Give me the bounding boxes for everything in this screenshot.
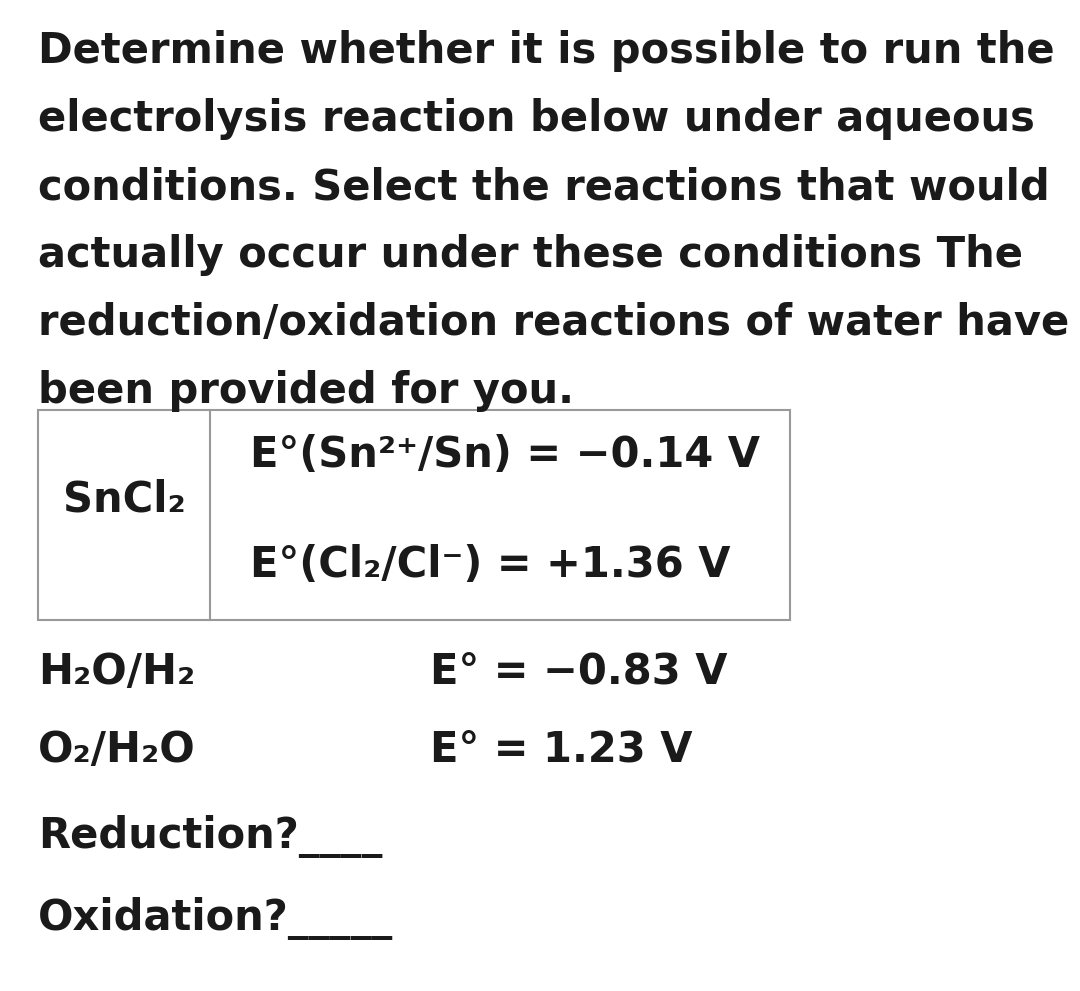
Text: O₂/H₂O: O₂/H₂O bbox=[38, 729, 195, 771]
Text: Determine whether it is possible to run the: Determine whether it is possible to run … bbox=[38, 30, 1055, 72]
Text: H₂O/H₂: H₂O/H₂ bbox=[38, 651, 195, 693]
Text: Reduction?____: Reduction?____ bbox=[38, 815, 382, 857]
Text: Oxidation?_____: Oxidation?_____ bbox=[38, 897, 393, 939]
Text: actually occur under these conditions The: actually occur under these conditions Th… bbox=[38, 234, 1023, 276]
Text: electrolysis reaction below under aqueous: electrolysis reaction below under aqueou… bbox=[38, 98, 1035, 140]
Text: SnCl₂: SnCl₂ bbox=[63, 479, 186, 521]
Text: E°(Cl₂/Cl⁻) = +1.36 V: E°(Cl₂/Cl⁻) = +1.36 V bbox=[249, 544, 730, 586]
Bar bbox=[38, 410, 789, 620]
Text: E° = 1.23 V: E° = 1.23 V bbox=[430, 729, 692, 771]
Text: conditions. Select the reactions that would: conditions. Select the reactions that wo… bbox=[38, 166, 1050, 208]
Text: been provided for you.: been provided for you. bbox=[38, 370, 573, 412]
Text: reduction/oxidation reactions of water have: reduction/oxidation reactions of water h… bbox=[38, 302, 1069, 344]
Text: E° = −0.83 V: E° = −0.83 V bbox=[430, 651, 728, 693]
Text: E°(Sn²⁺/Sn) = −0.14 V: E°(Sn²⁺/Sn) = −0.14 V bbox=[249, 434, 760, 476]
